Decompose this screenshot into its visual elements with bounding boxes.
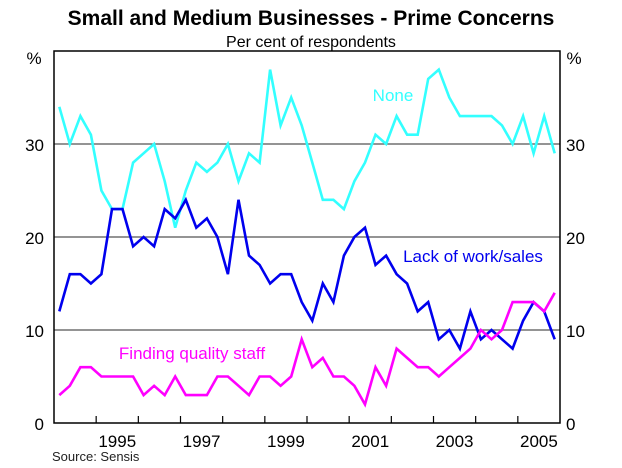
x-tick-label: 1997 (183, 432, 221, 451)
series-line-0 (58, 67, 556, 229)
y-tick-label-left: 0 (35, 415, 44, 434)
x-tick-label: 2005 (520, 432, 558, 451)
y-tick-label-left: 10 (25, 322, 44, 341)
series-line-2 (58, 292, 556, 408)
series-line-1 (58, 196, 556, 352)
y-tick-label-right: 30 (566, 136, 585, 155)
y-tick-label-right: 0 (566, 415, 575, 434)
series-label-finding-staff: Finding quality staff (119, 344, 265, 363)
chart-subtitle: Per cent of respondents (226, 34, 396, 51)
y-axis-label-left: % (26, 49, 41, 68)
y-tick-label-left: 30 (25, 136, 44, 155)
x-tick-label: 2003 (436, 432, 474, 451)
chart-title: Small and Medium Businesses - Prime Conc… (68, 7, 555, 30)
series-label-lack-of-work: Lack of work/sales (403, 247, 543, 266)
series-label-none: None (373, 86, 414, 105)
x-tick-label: 1995 (98, 432, 136, 451)
source-note: Source: Sensis (52, 449, 140, 464)
y-tick-label-right: 10 (566, 322, 585, 341)
y-tick-label-left: 20 (25, 229, 44, 248)
y-axis-label-right: % (566, 49, 581, 68)
x-tick-label: 2001 (351, 432, 389, 451)
y-tick-label-right: 20 (566, 229, 585, 248)
x-tick-label: 1999 (267, 432, 305, 451)
